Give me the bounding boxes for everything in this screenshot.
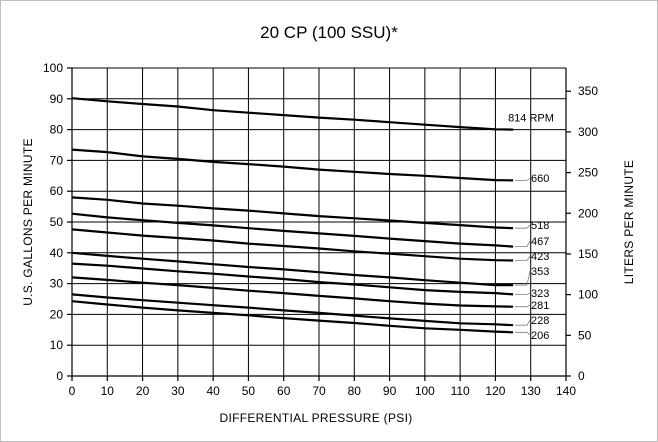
y2-tick-label: 100	[578, 288, 598, 302]
rpm-curve	[71, 251, 514, 287]
y-tick-label: 40	[50, 246, 64, 260]
x-tick-label: 50	[242, 384, 256, 398]
rpm-curve	[71, 262, 514, 296]
x-axis-label: DIFFERENTIAL PRESSURE (PSI)	[219, 411, 412, 425]
y-tick-label: 0	[56, 369, 63, 383]
curve-label: 353	[531, 266, 549, 278]
y2-axis-label: LITERS PER MINUTE	[622, 160, 636, 284]
y2-tick-label: 150	[578, 247, 598, 261]
rpm-curve	[71, 148, 514, 182]
rpm-curve	[71, 293, 514, 327]
y-tick-label: 90	[50, 92, 64, 106]
y2-tick-label: 350	[578, 84, 598, 98]
x-tick-label: 20	[136, 384, 150, 398]
x-tick-label: 80	[348, 384, 362, 398]
label-leader-line	[515, 224, 531, 229]
y-axis-label: U.S. GALLONS PER MINUTE	[21, 138, 35, 306]
x-tick-label: 110	[451, 384, 470, 398]
curve-label: 206	[531, 330, 549, 342]
rpm-curve	[71, 276, 514, 308]
label-leader-line	[515, 304, 531, 308]
rpm-curve	[71, 97, 514, 131]
curve-label: 814 RPM	[508, 113, 554, 125]
curve-label: 423	[531, 251, 549, 263]
x-tick-label: 140	[556, 384, 576, 398]
x-tick-label: 120	[485, 384, 505, 398]
y-tick-label: 70	[50, 153, 64, 167]
x-tick-label: 70	[312, 384, 326, 398]
y2-tick-label: 200	[578, 206, 598, 220]
y-tick-label: 30	[50, 277, 64, 291]
curve-label: 660	[531, 173, 549, 185]
x-tick-label: 30	[171, 384, 185, 398]
curve-label: 467	[531, 236, 549, 248]
label-leader-line	[515, 270, 531, 286]
x-tick-label: 40	[206, 384, 220, 398]
rpm-curve	[71, 228, 514, 262]
y-tick-label: 60	[50, 184, 64, 198]
rpm-curve	[71, 196, 514, 230]
label-leader-line	[515, 292, 531, 295]
x-tick-label: 10	[101, 384, 115, 398]
curve-label: 323	[531, 288, 549, 300]
x-tick-label: 100	[415, 384, 435, 398]
y-tick-label: 10	[50, 338, 64, 352]
rpm-curve	[71, 212, 514, 248]
label-leader-line	[515, 319, 531, 326]
x-tick-label: 60	[277, 384, 291, 398]
y2-tick-label: 50	[578, 328, 592, 342]
y-tick-label: 100	[43, 61, 63, 75]
label-leader-line	[515, 331, 531, 336]
y-tick-label: 50	[50, 215, 64, 229]
curve-label: 228	[531, 315, 549, 327]
axes: 0 10 20 30 40 50 60 70 80 90 100 110 120 130 140010203…	[43, 61, 598, 398]
chart-title: 20 CP (100 SSU)*	[260, 23, 398, 42]
x-tick-label: 0	[69, 384, 76, 398]
y2-tick-label: 250	[578, 166, 598, 180]
label-leader-line	[515, 177, 531, 181]
curve-label: 281	[531, 300, 549, 312]
rpm-curves	[71, 97, 514, 334]
y2-tick-label: 0	[578, 369, 585, 383]
rpm-curve	[71, 300, 514, 334]
curve-label: 518	[531, 220, 549, 232]
y2-tick-label: 300	[578, 125, 598, 139]
label-leader-line	[515, 255, 531, 261]
x-tick-label: 90	[383, 384, 397, 398]
y-tick-label: 20	[50, 307, 64, 321]
x-tick-label: 130	[521, 384, 541, 398]
y-tick-label: 80	[50, 123, 64, 137]
label-leader-line	[515, 240, 531, 248]
